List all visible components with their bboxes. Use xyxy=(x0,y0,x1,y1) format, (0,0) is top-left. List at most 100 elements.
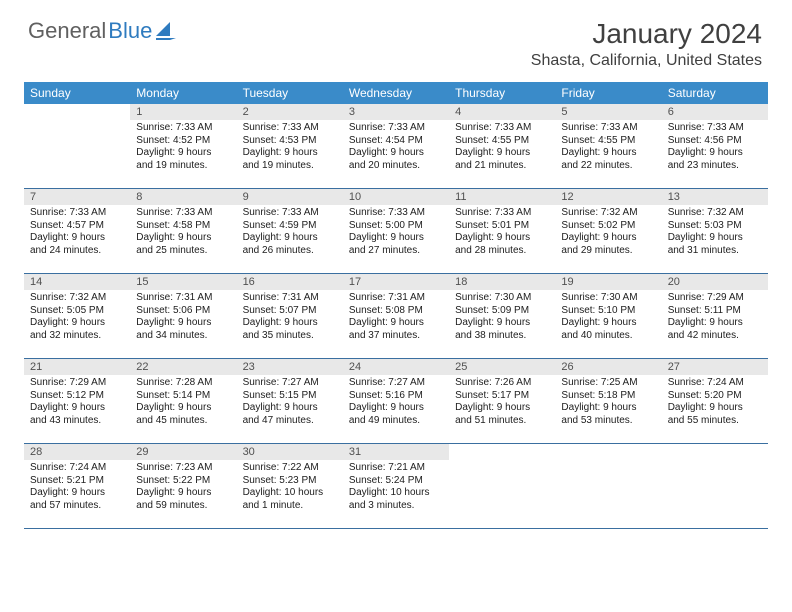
day-data: Sunrise: 7:25 AMSunset: 5:18 PMDaylight:… xyxy=(555,375,661,431)
daylight-text: Daylight: 9 hours and 32 minutes. xyxy=(30,317,124,342)
sunrise-text: Sunrise: 7:33 AM xyxy=(349,207,443,220)
daylight-text: Daylight: 9 hours and 25 minutes. xyxy=(136,232,230,257)
daylight-text: Daylight: 9 hours and 22 minutes. xyxy=(561,147,655,172)
calendar-cell: 27Sunrise: 7:24 AMSunset: 5:20 PMDayligh… xyxy=(662,359,768,443)
day-data: Sunrise: 7:29 AMSunset: 5:12 PMDaylight:… xyxy=(24,375,130,431)
sunset-text: Sunset: 5:10 PM xyxy=(561,305,655,318)
sunrise-text: Sunrise: 7:33 AM xyxy=(243,207,337,220)
day-number: 29 xyxy=(130,444,236,460)
day-header: Saturday xyxy=(662,82,768,104)
daylight-text: Daylight: 9 hours and 38 minutes. xyxy=(455,317,549,342)
day-number: 31 xyxy=(343,444,449,460)
location-label: Shasta, California, United States xyxy=(531,52,762,70)
calendar-week: 14Sunrise: 7:32 AMSunset: 5:05 PMDayligh… xyxy=(24,274,768,359)
calendar-week: 7Sunrise: 7:33 AMSunset: 4:57 PMDaylight… xyxy=(24,189,768,274)
sunrise-text: Sunrise: 7:32 AM xyxy=(30,292,124,305)
sunset-text: Sunset: 5:17 PM xyxy=(455,390,549,403)
daylight-text: Daylight: 9 hours and 35 minutes. xyxy=(243,317,337,342)
daylight-text: Daylight: 9 hours and 21 minutes. xyxy=(455,147,549,172)
day-number: 19 xyxy=(555,274,661,290)
day-data: Sunrise: 7:27 AMSunset: 5:16 PMDaylight:… xyxy=(343,375,449,431)
day-data: Sunrise: 7:30 AMSunset: 5:10 PMDaylight:… xyxy=(555,290,661,346)
calendar-cell: 20Sunrise: 7:29 AMSunset: 5:11 PMDayligh… xyxy=(662,274,768,358)
daylight-text: Daylight: 9 hours and 53 minutes. xyxy=(561,402,655,427)
brand-sail-icon xyxy=(156,22,178,40)
calendar: Sunday Monday Tuesday Wednesday Thursday… xyxy=(24,82,768,529)
calendar-cell: 3Sunrise: 7:33 AMSunset: 4:54 PMDaylight… xyxy=(343,104,449,188)
day-number: 10 xyxy=(343,189,449,205)
day-data: Sunrise: 7:29 AMSunset: 5:11 PMDaylight:… xyxy=(662,290,768,346)
calendar-cell: 7Sunrise: 7:33 AMSunset: 4:57 PMDaylight… xyxy=(24,189,130,273)
day-data: Sunrise: 7:31 AMSunset: 5:08 PMDaylight:… xyxy=(343,290,449,346)
day-data: Sunrise: 7:24 AMSunset: 5:21 PMDaylight:… xyxy=(24,460,130,516)
day-number xyxy=(24,104,130,120)
day-number xyxy=(662,444,768,460)
day-data: Sunrise: 7:33 AMSunset: 5:00 PMDaylight:… xyxy=(343,205,449,261)
sunset-text: Sunset: 4:58 PM xyxy=(136,220,230,233)
page-title: January 2024 xyxy=(531,18,762,50)
day-header: Wednesday xyxy=(343,82,449,104)
daylight-text: Daylight: 9 hours and 42 minutes. xyxy=(668,317,762,342)
sunrise-text: Sunrise: 7:31 AM xyxy=(243,292,337,305)
day-data: Sunrise: 7:33 AMSunset: 4:58 PMDaylight:… xyxy=(130,205,236,261)
sunrise-text: Sunrise: 7:33 AM xyxy=(455,122,549,135)
day-header: Tuesday xyxy=(237,82,343,104)
day-data: Sunrise: 7:33 AMSunset: 4:52 PMDaylight:… xyxy=(130,120,236,176)
calendar-cell: 30Sunrise: 7:22 AMSunset: 5:23 PMDayligh… xyxy=(237,444,343,528)
daylight-text: Daylight: 9 hours and 43 minutes. xyxy=(30,402,124,427)
calendar-cell: 2Sunrise: 7:33 AMSunset: 4:53 PMDaylight… xyxy=(237,104,343,188)
day-number: 4 xyxy=(449,104,555,120)
sunset-text: Sunset: 4:52 PM xyxy=(136,135,230,148)
sunset-text: Sunset: 5:06 PM xyxy=(136,305,230,318)
sunrise-text: Sunrise: 7:28 AM xyxy=(136,377,230,390)
brand-part2: Blue xyxy=(108,18,152,44)
sunrise-text: Sunrise: 7:33 AM xyxy=(561,122,655,135)
calendar-cell: 12Sunrise: 7:32 AMSunset: 5:02 PMDayligh… xyxy=(555,189,661,273)
sunset-text: Sunset: 5:22 PM xyxy=(136,475,230,488)
day-number: 8 xyxy=(130,189,236,205)
sunset-text: Sunset: 4:55 PM xyxy=(455,135,549,148)
calendar-cell: 26Sunrise: 7:25 AMSunset: 5:18 PMDayligh… xyxy=(555,359,661,443)
sunset-text: Sunset: 5:07 PM xyxy=(243,305,337,318)
day-data: Sunrise: 7:33 AMSunset: 4:57 PMDaylight:… xyxy=(24,205,130,261)
sunset-text: Sunset: 5:05 PM xyxy=(30,305,124,318)
sunset-text: Sunset: 5:20 PM xyxy=(668,390,762,403)
calendar-cell xyxy=(449,444,555,528)
day-number: 26 xyxy=(555,359,661,375)
sunset-text: Sunset: 5:21 PM xyxy=(30,475,124,488)
sunset-text: Sunset: 4:57 PM xyxy=(30,220,124,233)
sunrise-text: Sunrise: 7:26 AM xyxy=(455,377,549,390)
day-data: Sunrise: 7:33 AMSunset: 4:55 PMDaylight:… xyxy=(449,120,555,176)
calendar-week: 1Sunrise: 7:33 AMSunset: 4:52 PMDaylight… xyxy=(24,104,768,189)
daylight-text: Daylight: 9 hours and 20 minutes. xyxy=(349,147,443,172)
day-data: Sunrise: 7:26 AMSunset: 5:17 PMDaylight:… xyxy=(449,375,555,431)
sunset-text: Sunset: 5:18 PM xyxy=(561,390,655,403)
calendar-cell: 15Sunrise: 7:31 AMSunset: 5:06 PMDayligh… xyxy=(130,274,236,358)
calendar-cell: 23Sunrise: 7:27 AMSunset: 5:15 PMDayligh… xyxy=(237,359,343,443)
daylight-text: Daylight: 9 hours and 28 minutes. xyxy=(455,232,549,257)
sunset-text: Sunset: 4:55 PM xyxy=(561,135,655,148)
sunset-text: Sunset: 5:12 PM xyxy=(30,390,124,403)
day-number: 15 xyxy=(130,274,236,290)
sunset-text: Sunset: 5:14 PM xyxy=(136,390,230,403)
sunrise-text: Sunrise: 7:25 AM xyxy=(561,377,655,390)
sunrise-text: Sunrise: 7:33 AM xyxy=(243,122,337,135)
sunset-text: Sunset: 5:08 PM xyxy=(349,305,443,318)
sunset-text: Sunset: 4:56 PM xyxy=(668,135,762,148)
sunrise-text: Sunrise: 7:33 AM xyxy=(668,122,762,135)
day-header: Monday xyxy=(130,82,236,104)
day-number: 22 xyxy=(130,359,236,375)
sunset-text: Sunset: 5:23 PM xyxy=(243,475,337,488)
sunset-text: Sunset: 5:03 PM xyxy=(668,220,762,233)
sunrise-text: Sunrise: 7:21 AM xyxy=(349,462,443,475)
sunrise-text: Sunrise: 7:31 AM xyxy=(349,292,443,305)
daylight-text: Daylight: 10 hours and 1 minute. xyxy=(243,487,337,512)
day-data: Sunrise: 7:31 AMSunset: 5:07 PMDaylight:… xyxy=(237,290,343,346)
daylight-text: Daylight: 9 hours and 47 minutes. xyxy=(243,402,337,427)
day-number: 17 xyxy=(343,274,449,290)
day-number: 11 xyxy=(449,189,555,205)
day-data: Sunrise: 7:21 AMSunset: 5:24 PMDaylight:… xyxy=(343,460,449,516)
sunset-text: Sunset: 5:00 PM xyxy=(349,220,443,233)
calendar-cell: 6Sunrise: 7:33 AMSunset: 4:56 PMDaylight… xyxy=(662,104,768,188)
brand-logo: GeneralBlue xyxy=(28,18,178,44)
